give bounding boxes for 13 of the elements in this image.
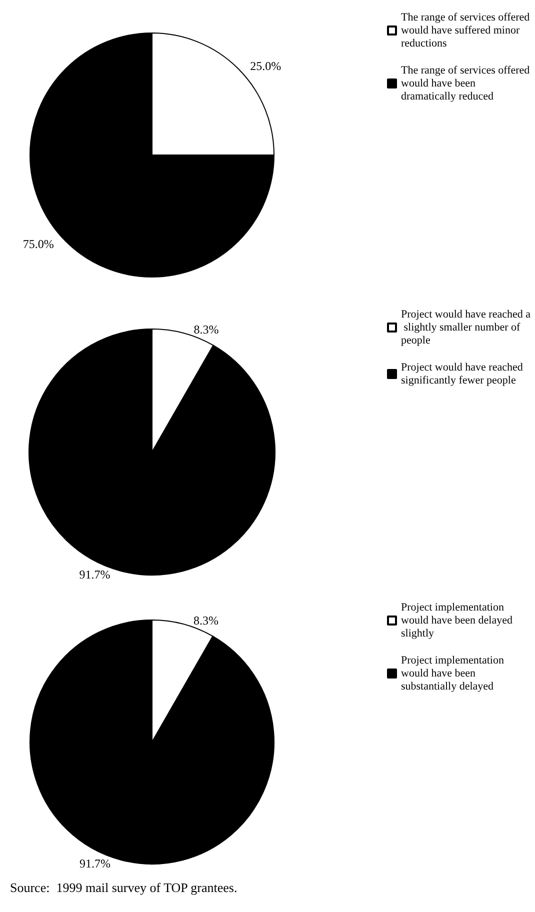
data-label: 91.7%: [79, 568, 110, 582]
legend-label: Project implementation would have been substantially delayed: [401, 654, 507, 692]
data-label: 8.3%: [193, 613, 218, 628]
legend-label: Project would have reached a slightly smaller number of people: [401, 308, 531, 346]
data-label: 8.3%: [194, 322, 219, 336]
legend-label: The range of services offered would have been dramatically reduced: [401, 64, 532, 102]
legend-label: The range of services offered would have suffered minor reductions: [401, 12, 532, 50]
source-note: Source: 1999 mail survey of TOP grantees.: [10, 880, 238, 895]
legend-label: Project implementation would have been delayed slightly: [401, 602, 516, 640]
data-label: 25.0%: [250, 58, 282, 73]
data-label: 75.0%: [22, 237, 54, 252]
legend-label: Project would have reached significantly fewer people: [401, 362, 526, 386]
data-label: 91.7%: [80, 856, 111, 871]
